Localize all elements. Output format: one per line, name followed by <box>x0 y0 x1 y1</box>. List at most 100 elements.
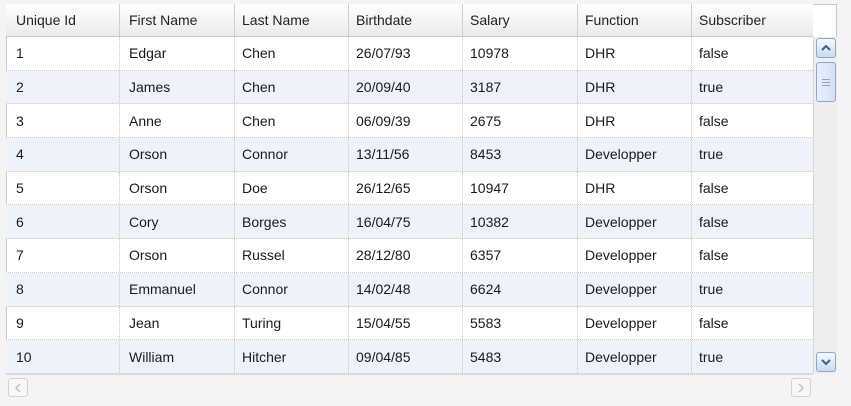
cell-birthdate[interactable]: 15/04/55 <box>349 306 463 340</box>
cell-unique-id[interactable]: 5 <box>6 171 120 205</box>
cell-birthdate[interactable]: 26/07/93 <box>349 37 463 70</box>
table-row[interactable]: 8 Emmanuel Connor 14/02/48 6624 Developper tru… <box>6 272 813 307</box>
table-header: Unique Id First Name Last Name Birthdate… <box>6 4 813 37</box>
cell-subscriber[interactable]: false <box>699 112 729 129</box>
cell-subscriber[interactable]: true <box>699 281 724 298</box>
cell-salary[interactable]: 6357 <box>463 239 578 272</box>
cell-last-name[interactable]: Doe <box>235 171 349 205</box>
cell-unique-id[interactable]: 3 <box>6 104 120 138</box>
cell-last-name[interactable]: Russel <box>235 239 349 272</box>
table-row[interactable]: 2 James Chen 20/09/40 3187 DHR true <box>6 70 813 105</box>
table-body: 1 Edgar Chen 26/07/93 10978 DHR false 2 James Che… <box>6 37 813 374</box>
cell-salary[interactable]: 10382 <box>463 205 578 239</box>
cell-function[interactable]: Developper <box>578 306 692 340</box>
cell-salary[interactable]: 10947 <box>463 171 578 205</box>
cell-function[interactable]: DHR <box>578 171 692 205</box>
cell-subscriber[interactable]: false <box>699 180 729 197</box>
scroll-down-button[interactable] <box>816 352 836 372</box>
cell-first-name[interactable]: Orson <box>120 171 235 205</box>
cell-unique-id[interactable]: 9 <box>6 306 120 340</box>
cell-birthdate[interactable]: 26/12/65 <box>349 171 463 205</box>
cell-unique-id[interactable]: 8 <box>6 272 120 306</box>
cell-last-name[interactable]: Connor <box>235 272 349 306</box>
cell-birthdate[interactable]: 14/02/48 <box>349 272 463 306</box>
cell-subscriber[interactable]: false <box>699 213 729 230</box>
column-header-salary[interactable]: Salary <box>463 4 578 36</box>
cell-subscriber[interactable]: false <box>699 247 729 264</box>
column-header-unique-id[interactable]: Unique Id <box>6 4 120 36</box>
cell-first-name[interactable]: Orson <box>120 239 235 272</box>
cell-last-name[interactable]: Chen <box>235 104 349 138</box>
chevron-left-icon <box>14 382 22 393</box>
cell-last-name[interactable]: Turing <box>235 306 349 340</box>
cell-birthdate[interactable]: 13/11/56 <box>349 138 463 171</box>
grip-icon <box>822 78 830 86</box>
cell-salary[interactable]: 8453 <box>463 138 578 171</box>
cell-unique-id[interactable]: 7 <box>6 239 120 272</box>
cell-function[interactable]: DHR <box>578 70 692 104</box>
chevron-up-icon <box>821 44 831 52</box>
table-row[interactable]: 5 Orson Doe 26/12/65 10947 DHR false <box>6 171 813 206</box>
cell-last-name[interactable]: Hitcher <box>235 340 349 373</box>
cell-function[interactable]: Developper <box>578 205 692 239</box>
cell-salary[interactable]: 6624 <box>463 272 578 306</box>
cell-subscriber[interactable]: true <box>699 348 724 365</box>
cell-function[interactable]: Developper <box>578 239 692 272</box>
table-row[interactable]: 9 Jean Turing 15/04/55 5583 Developper false <box>6 306 813 341</box>
cell-first-name[interactable]: Orson <box>120 138 235 171</box>
cell-birthdate[interactable]: 20/09/40 <box>349 70 463 104</box>
cell-unique-id[interactable]: 6 <box>6 205 120 239</box>
cell-last-name[interactable]: Chen <box>235 37 349 70</box>
cell-salary[interactable]: 2675 <box>463 104 578 138</box>
scroll-right-button[interactable] <box>791 378 811 397</box>
scroll-up-button[interactable] <box>816 38 836 58</box>
cell-birthdate[interactable]: 06/09/39 <box>349 104 463 138</box>
cell-salary[interactable]: 5483 <box>463 340 578 373</box>
cell-function[interactable]: DHR <box>578 104 692 138</box>
table-row[interactable]: 7 Orson Russel 28/12/80 6357 Developper false <box>6 239 813 273</box>
cell-function[interactable]: Developper <box>578 272 692 306</box>
cell-last-name[interactable]: Chen <box>235 70 349 104</box>
cell-unique-id[interactable]: 1 <box>6 37 120 70</box>
cell-salary[interactable]: 3187 <box>463 70 578 104</box>
cell-unique-id[interactable]: 10 <box>6 340 120 373</box>
table-row[interactable]: 6 Cory Borges 16/04/75 10382 Developper false <box>6 205 813 240</box>
column-header-subscriber[interactable]: Subscriber <box>699 12 766 28</box>
cell-last-name[interactable]: Borges <box>235 205 349 239</box>
cell-first-name[interactable]: Jean <box>120 306 235 340</box>
cell-function[interactable]: DHR <box>578 37 692 70</box>
table-row[interactable]: 10 William Hitcher 09/04/85 5483 Developper tr… <box>6 340 813 374</box>
table-row[interactable]: 1 Edgar Chen 26/07/93 10978 DHR false <box>6 37 813 71</box>
table-row[interactable]: 3 Anne Chen 06/09/39 2675 DHR false <box>6 104 813 139</box>
column-header-last-name[interactable]: Last Name <box>235 4 349 36</box>
cell-birthdate[interactable]: 28/12/80 <box>349 239 463 272</box>
cell-first-name[interactable]: James <box>120 70 235 104</box>
cell-unique-id[interactable]: 4 <box>6 138 120 171</box>
column-header-first-name[interactable]: First Name <box>120 4 235 36</box>
cell-first-name[interactable]: Cory <box>120 205 235 239</box>
cell-function[interactable]: Developper <box>578 340 692 373</box>
scrollbar-corner <box>813 374 837 400</box>
scroll-thumb[interactable] <box>816 62 836 102</box>
cell-first-name[interactable]: William <box>120 340 235 373</box>
cell-subscriber[interactable]: false <box>699 314 729 331</box>
horizontal-scrollbar[interactable] <box>6 374 813 400</box>
cell-unique-id[interactable]: 2 <box>6 70 120 104</box>
scroll-left-button[interactable] <box>8 378 28 397</box>
cell-birthdate[interactable]: 16/04/75 <box>349 205 463 239</box>
cell-first-name[interactable]: Edgar <box>120 37 235 70</box>
cell-birthdate[interactable]: 09/04/85 <box>349 340 463 373</box>
cell-subscriber[interactable]: true <box>699 146 724 163</box>
cell-salary[interactable]: 10978 <box>463 37 578 70</box>
table-row[interactable]: 4 Orson Connor 13/11/56 8453 Developper true <box>6 138 813 172</box>
cell-salary[interactable]: 5583 <box>463 306 578 340</box>
cell-first-name[interactable]: Emmanuel <box>120 272 235 306</box>
cell-first-name[interactable]: Anne <box>120 104 235 138</box>
column-header-function[interactable]: Function <box>578 4 692 36</box>
cell-subscriber[interactable]: true <box>699 79 724 96</box>
cell-last-name[interactable]: Connor <box>235 138 349 171</box>
cell-function[interactable]: Developper <box>578 138 692 171</box>
cell-subscriber[interactable]: false <box>699 45 729 62</box>
column-header-birthdate[interactable]: Birthdate <box>349 4 463 36</box>
vertical-scrollbar[interactable] <box>813 37 837 374</box>
